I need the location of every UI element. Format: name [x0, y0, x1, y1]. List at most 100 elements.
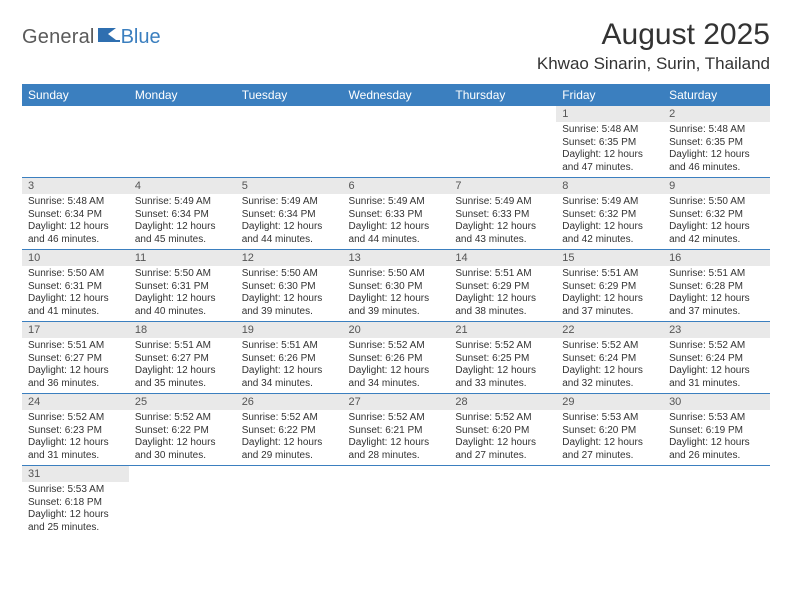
daylight-text: Daylight: 12 hours and 42 minutes.: [562, 221, 657, 246]
day-number: 30: [663, 394, 770, 410]
sunset-text: Sunset: 6:30 PM: [349, 281, 444, 294]
day-details: Sunrise: 5:48 AMSunset: 6:35 PMDaylight:…: [663, 122, 770, 177]
calendar-cell: 13Sunrise: 5:50 AMSunset: 6:30 PMDayligh…: [343, 250, 450, 322]
calendar-cell: 25Sunrise: 5:52 AMSunset: 6:22 PMDayligh…: [129, 394, 236, 466]
sunset-text: Sunset: 6:22 PM: [135, 425, 230, 438]
sunset-text: Sunset: 6:21 PM: [349, 425, 444, 438]
day-details: Sunrise: 5:49 AMSunset: 6:34 PMDaylight:…: [236, 194, 343, 249]
day-number: 15: [556, 250, 663, 266]
calendar-cell: 31Sunrise: 5:53 AMSunset: 6:18 PMDayligh…: [22, 466, 129, 538]
calendar-cell: 1Sunrise: 5:48 AMSunset: 6:35 PMDaylight…: [556, 106, 663, 178]
sunrise-text: Sunrise: 5:51 AM: [562, 268, 657, 281]
sunrise-text: Sunrise: 5:53 AM: [28, 484, 123, 497]
daylight-text: Daylight: 12 hours and 45 minutes.: [135, 221, 230, 246]
sunset-text: Sunset: 6:34 PM: [242, 209, 337, 222]
calendar-cell: [663, 466, 770, 538]
day-number: 28: [449, 394, 556, 410]
calendar-cell: 30Sunrise: 5:53 AMSunset: 6:19 PMDayligh…: [663, 394, 770, 466]
day-number: 9: [663, 178, 770, 194]
day-details: Sunrise: 5:52 AMSunset: 6:26 PMDaylight:…: [343, 338, 450, 393]
sunset-text: Sunset: 6:23 PM: [28, 425, 123, 438]
daylight-text: Daylight: 12 hours and 27 minutes.: [562, 437, 657, 462]
daylight-text: Daylight: 12 hours and 31 minutes.: [28, 437, 123, 462]
calendar-cell: 2Sunrise: 5:48 AMSunset: 6:35 PMDaylight…: [663, 106, 770, 178]
day-details: Sunrise: 5:52 AMSunset: 6:24 PMDaylight:…: [663, 338, 770, 393]
calendar-cell: 4Sunrise: 5:49 AMSunset: 6:34 PMDaylight…: [129, 178, 236, 250]
calendar-cell: 7Sunrise: 5:49 AMSunset: 6:33 PMDaylight…: [449, 178, 556, 250]
day-number: 12: [236, 250, 343, 266]
daylight-text: Daylight: 12 hours and 30 minutes.: [135, 437, 230, 462]
daylight-text: Daylight: 12 hours and 26 minutes.: [669, 437, 764, 462]
day-number: 2: [663, 106, 770, 122]
daylight-text: Daylight: 12 hours and 35 minutes.: [135, 365, 230, 390]
day-number: 21: [449, 322, 556, 338]
daylight-text: Daylight: 12 hours and 42 minutes.: [669, 221, 764, 246]
day-details: Sunrise: 5:50 AMSunset: 6:30 PMDaylight:…: [343, 266, 450, 321]
sunset-text: Sunset: 6:35 PM: [562, 137, 657, 150]
day-details: Sunrise: 5:53 AMSunset: 6:20 PMDaylight:…: [556, 410, 663, 465]
day-details: Sunrise: 5:51 AMSunset: 6:26 PMDaylight:…: [236, 338, 343, 393]
day-number: 17: [22, 322, 129, 338]
calendar-cell: [449, 466, 556, 538]
daylight-text: Daylight: 12 hours and 47 minutes.: [562, 149, 657, 174]
day-details: Sunrise: 5:49 AMSunset: 6:34 PMDaylight:…: [129, 194, 236, 249]
calendar-cell: 6Sunrise: 5:49 AMSunset: 6:33 PMDaylight…: [343, 178, 450, 250]
day-details: Sunrise: 5:51 AMSunset: 6:29 PMDaylight:…: [556, 266, 663, 321]
day-number: 14: [449, 250, 556, 266]
daylight-text: Daylight: 12 hours and 40 minutes.: [135, 293, 230, 318]
daylight-text: Daylight: 12 hours and 37 minutes.: [669, 293, 764, 318]
daylight-text: Daylight: 12 hours and 31 minutes.: [669, 365, 764, 390]
calendar-row: 10Sunrise: 5:50 AMSunset: 6:31 PMDayligh…: [22, 250, 770, 322]
sunrise-text: Sunrise: 5:51 AM: [242, 340, 337, 353]
day-number: 23: [663, 322, 770, 338]
sunrise-text: Sunrise: 5:51 AM: [455, 268, 550, 281]
day-number: 4: [129, 178, 236, 194]
sunrise-text: Sunrise: 5:52 AM: [562, 340, 657, 353]
calendar-cell: 23Sunrise: 5:52 AMSunset: 6:24 PMDayligh…: [663, 322, 770, 394]
sunset-text: Sunset: 6:25 PM: [455, 353, 550, 366]
sunset-text: Sunset: 6:35 PM: [669, 137, 764, 150]
calendar-cell: [343, 466, 450, 538]
sunrise-text: Sunrise: 5:52 AM: [349, 412, 444, 425]
col-wednesday: Wednesday: [343, 84, 450, 106]
calendar-cell: 18Sunrise: 5:51 AMSunset: 6:27 PMDayligh…: [129, 322, 236, 394]
day-number: 10: [22, 250, 129, 266]
calendar-cell: 27Sunrise: 5:52 AMSunset: 6:21 PMDayligh…: [343, 394, 450, 466]
day-details: Sunrise: 5:52 AMSunset: 6:22 PMDaylight:…: [236, 410, 343, 465]
day-number: 16: [663, 250, 770, 266]
day-details: Sunrise: 5:52 AMSunset: 6:23 PMDaylight:…: [22, 410, 129, 465]
day-number: 26: [236, 394, 343, 410]
calendar-cell: 14Sunrise: 5:51 AMSunset: 6:29 PMDayligh…: [449, 250, 556, 322]
calendar-cell: 29Sunrise: 5:53 AMSunset: 6:20 PMDayligh…: [556, 394, 663, 466]
calendar-row: 17Sunrise: 5:51 AMSunset: 6:27 PMDayligh…: [22, 322, 770, 394]
day-details: Sunrise: 5:49 AMSunset: 6:33 PMDaylight:…: [449, 194, 556, 249]
sunrise-text: Sunrise: 5:50 AM: [135, 268, 230, 281]
day-details: Sunrise: 5:51 AMSunset: 6:29 PMDaylight:…: [449, 266, 556, 321]
calendar-cell: [556, 466, 663, 538]
location-subtitle: Khwao Sinarin, Surin, Thailand: [537, 54, 770, 74]
sunrise-text: Sunrise: 5:51 AM: [28, 340, 123, 353]
calendar-cell: 8Sunrise: 5:49 AMSunset: 6:32 PMDaylight…: [556, 178, 663, 250]
calendar-cell: 22Sunrise: 5:52 AMSunset: 6:24 PMDayligh…: [556, 322, 663, 394]
day-number: 13: [343, 250, 450, 266]
daylight-text: Daylight: 12 hours and 29 minutes.: [242, 437, 337, 462]
daylight-text: Daylight: 12 hours and 25 minutes.: [28, 509, 123, 534]
calendar-cell: 9Sunrise: 5:50 AMSunset: 6:32 PMDaylight…: [663, 178, 770, 250]
day-details: Sunrise: 5:52 AMSunset: 6:21 PMDaylight:…: [343, 410, 450, 465]
calendar-cell: 20Sunrise: 5:52 AMSunset: 6:26 PMDayligh…: [343, 322, 450, 394]
calendar-cell: 3Sunrise: 5:48 AMSunset: 6:34 PMDaylight…: [22, 178, 129, 250]
daylight-text: Daylight: 12 hours and 46 minutes.: [28, 221, 123, 246]
sunrise-text: Sunrise: 5:50 AM: [242, 268, 337, 281]
calendar-cell: [236, 106, 343, 178]
day-number: 8: [556, 178, 663, 194]
calendar-row: 1Sunrise: 5:48 AMSunset: 6:35 PMDaylight…: [22, 106, 770, 178]
day-number: 20: [343, 322, 450, 338]
daylight-text: Daylight: 12 hours and 27 minutes.: [455, 437, 550, 462]
calendar-body: 1Sunrise: 5:48 AMSunset: 6:35 PMDaylight…: [22, 106, 770, 537]
day-details: Sunrise: 5:51 AMSunset: 6:27 PMDaylight:…: [22, 338, 129, 393]
calendar-cell: 5Sunrise: 5:49 AMSunset: 6:34 PMDaylight…: [236, 178, 343, 250]
sunrise-text: Sunrise: 5:52 AM: [242, 412, 337, 425]
header: General Blue August 2025 Khwao Sinarin, …: [22, 18, 770, 74]
sunrise-text: Sunrise: 5:49 AM: [242, 196, 337, 209]
calendar-cell: 12Sunrise: 5:50 AMSunset: 6:30 PMDayligh…: [236, 250, 343, 322]
